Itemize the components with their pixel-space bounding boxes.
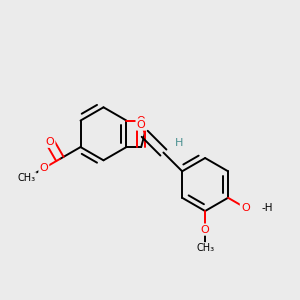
Text: O: O	[201, 225, 209, 235]
Text: CH₃: CH₃	[18, 173, 36, 183]
Text: O: O	[46, 137, 54, 147]
Text: O: O	[137, 116, 146, 126]
Text: O: O	[137, 119, 146, 130]
Text: O: O	[40, 163, 48, 173]
Text: H: H	[175, 138, 184, 148]
Text: -H: -H	[261, 203, 273, 213]
Text: CH₃: CH₃	[196, 243, 214, 253]
Text: O: O	[241, 203, 250, 213]
